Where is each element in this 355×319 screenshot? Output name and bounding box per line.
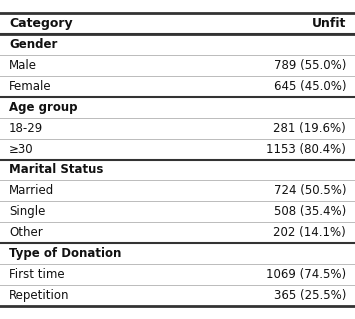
Text: Female: Female: [9, 80, 51, 93]
Text: 202 (14.1%): 202 (14.1%): [273, 226, 346, 239]
Text: First time: First time: [9, 268, 65, 281]
Text: 18-29: 18-29: [9, 122, 43, 135]
Text: 508 (35.4%): 508 (35.4%): [274, 205, 346, 219]
Text: Single: Single: [9, 205, 45, 219]
Text: 789 (55.0%): 789 (55.0%): [274, 59, 346, 72]
Text: Age group: Age group: [9, 100, 77, 114]
Text: 365 (25.5%): 365 (25.5%): [274, 289, 346, 302]
Text: 724 (50.5%): 724 (50.5%): [274, 184, 346, 197]
Text: Marital Status: Marital Status: [9, 163, 103, 176]
Text: 645 (45.0%): 645 (45.0%): [274, 80, 346, 93]
Text: Category: Category: [9, 17, 72, 30]
Text: Unfit: Unfit: [312, 17, 346, 30]
Text: Gender: Gender: [9, 38, 57, 51]
Text: Type of Donation: Type of Donation: [9, 247, 121, 260]
Text: 1153 (80.4%): 1153 (80.4%): [266, 143, 346, 156]
Text: 1069 (74.5%): 1069 (74.5%): [266, 268, 346, 281]
Text: 281 (19.6%): 281 (19.6%): [273, 122, 346, 135]
Text: Other: Other: [9, 226, 43, 239]
Text: Male: Male: [9, 59, 37, 72]
Text: Married: Married: [9, 184, 54, 197]
Text: ≥30: ≥30: [9, 143, 33, 156]
Text: Repetition: Repetition: [9, 289, 69, 302]
